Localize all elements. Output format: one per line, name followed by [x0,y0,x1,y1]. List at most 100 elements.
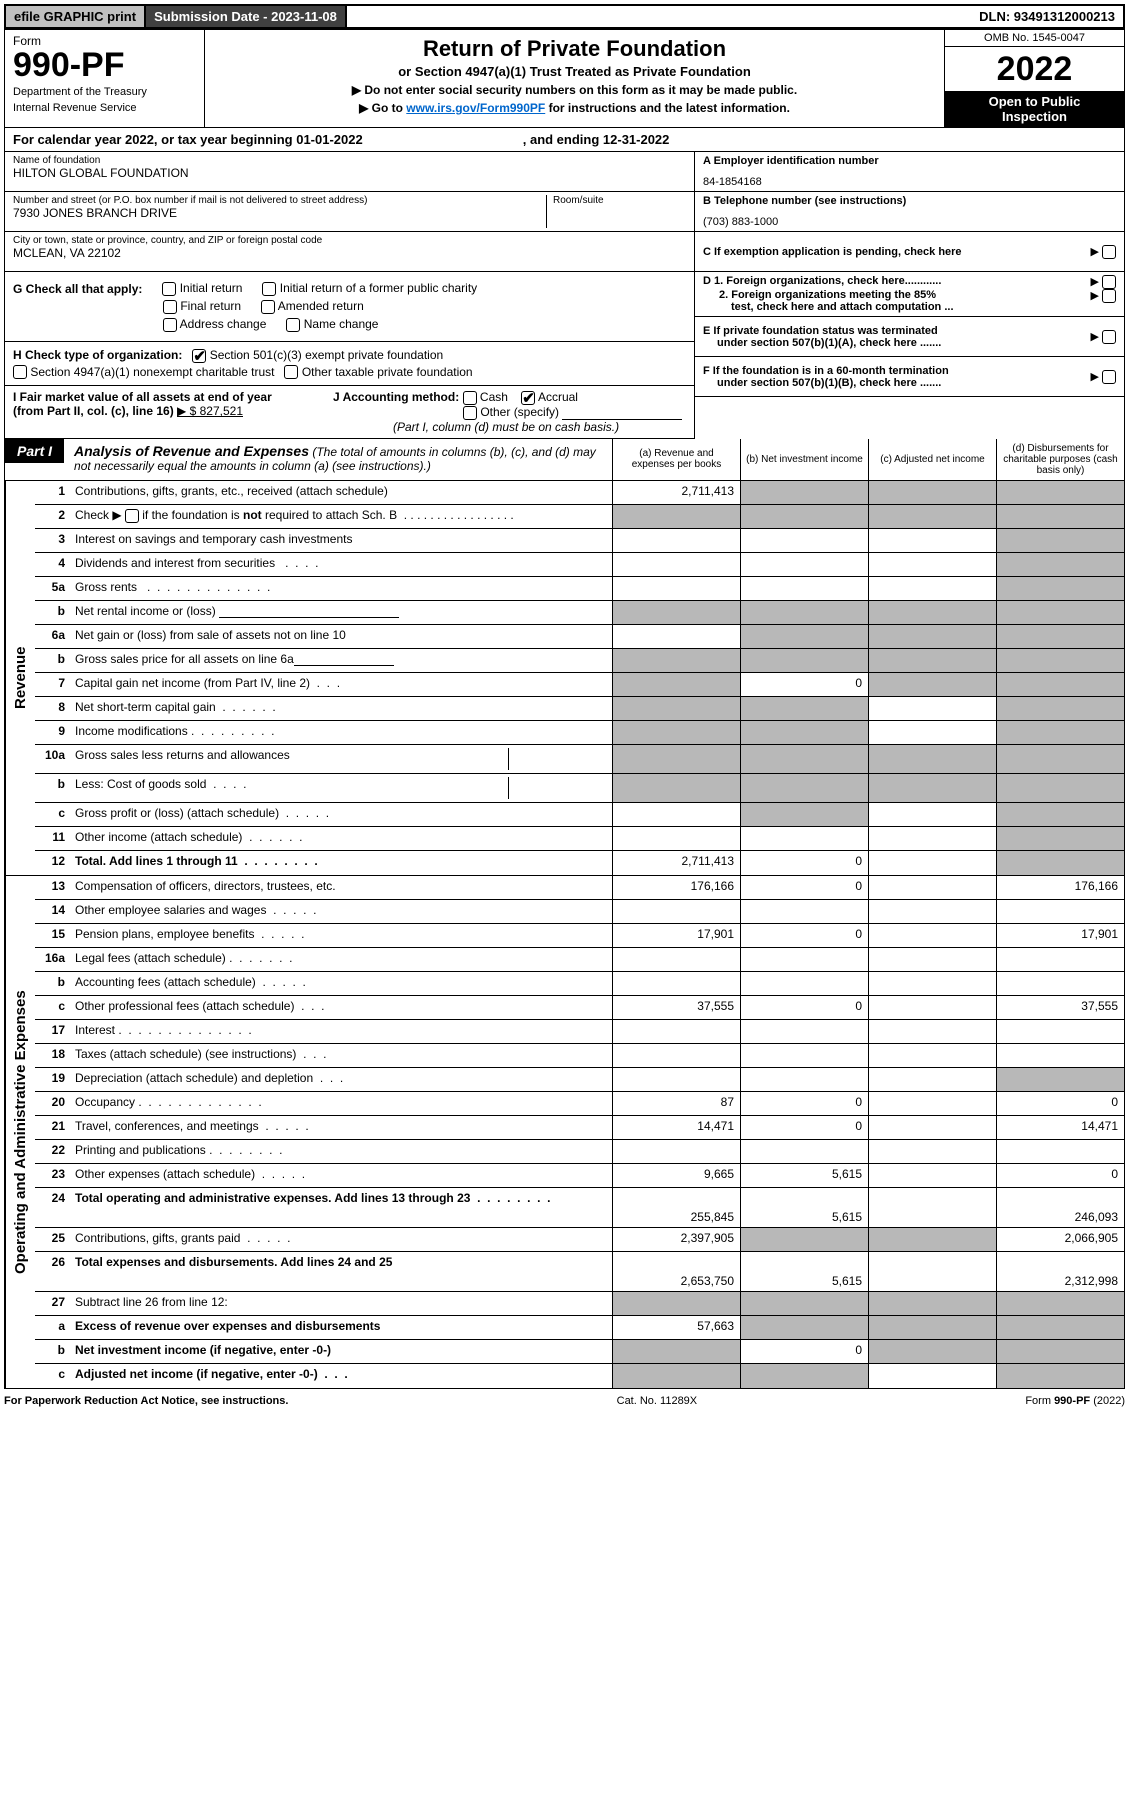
cell-7b: 0 [740,673,868,696]
instr-pre: ▶ Go to [359,101,406,115]
cell-26b: 5,615 [740,1252,868,1291]
row-4: 4Dividends and interest from securities … [35,553,1124,577]
ln-6b: b [35,649,71,672]
cell-10ab [740,745,868,773]
cell-4b [740,553,868,576]
col-b-header: (b) Net investment income [740,439,868,480]
row-12: 12Total. Add lines 1 through 11 . . . . … [35,851,1124,875]
ln-20: 20 [35,1092,71,1115]
ln-3: 3 [35,529,71,552]
ln-21: 21 [35,1116,71,1139]
desc-14: Other employee salaries and wages . . . … [71,900,612,923]
dept-treasury: Department of the Treasury [13,86,196,98]
expenses-side-label: Operating and Administrative Expenses [5,876,35,1388]
opt-501c3: Section 501(c)(3) exempt private foundat… [210,348,443,362]
row-3: 3Interest on savings and temporary cash … [35,529,1124,553]
checkbox-accrual[interactable] [521,391,535,405]
box-f: F If the foundation is in a 60-month ter… [695,357,1124,397]
cell-27cd [996,1364,1124,1388]
checkbox-address-change[interactable] [163,318,177,332]
cell-24d: 246,093 [996,1188,1124,1227]
revenue-side-label: Revenue [5,481,35,875]
row-13: 13Compensation of officers, directors, t… [35,876,1124,900]
checkbox-name-change[interactable] [286,318,300,332]
cell-14d [996,900,1124,923]
room-label: Room/suite [553,195,686,206]
checkbox-other-method[interactable] [463,406,477,420]
cell-20c [868,1092,996,1115]
checkbox-cash[interactable] [463,391,477,405]
cell-10bb [740,774,868,802]
header-center: Return of Private Foundation or Section … [205,30,944,127]
row-18: 18Taxes (attach schedule) (see instructi… [35,1044,1124,1068]
checkbox-501c3[interactable] [192,349,206,363]
desc-24: Total operating and administrative expen… [71,1188,612,1227]
row-19: 19Depreciation (attach schedule) and dep… [35,1068,1124,1092]
cell-15c [868,924,996,947]
cell-14a [612,900,740,923]
ln-5b: b [35,601,71,624]
ln-1: 1 [35,481,71,504]
row-16a: 16aLegal fees (attach schedule) . . . . … [35,948,1124,972]
c-label: C If exemption application is pending, c… [703,246,962,258]
checkbox-status-terminated[interactable] [1102,330,1116,344]
cell-12a: 2,711,413 [612,851,740,875]
opt-cash: Cash [480,390,508,404]
ein-value: 84-1854168 [703,176,762,188]
section-h: H Check type of organization: Section 50… [5,342,694,387]
ln-7: 7 [35,673,71,696]
h-label: H Check type of organization: [13,348,182,362]
desc-9: Income modifications . . . . . . . . . [71,721,612,744]
cell-18a [612,1044,740,1067]
cell-3d [996,529,1124,552]
opt-initial-return: Initial return [180,281,243,295]
row-23: 23Other expenses (attach schedule) . . .… [35,1164,1124,1188]
checkbox-sch-b[interactable] [125,509,139,523]
calyear-end: , and ending 12-31-2022 [523,132,670,147]
cell-2b [740,505,868,528]
cell-21b: 0 [740,1116,868,1139]
desc-6b: Gross sales price for all assets on line… [71,649,612,672]
desc-22: Printing and publications . . . . . . . … [71,1140,612,1163]
desc-27b: Net investment income (if negative, ente… [71,1340,612,1363]
cell-16ba [612,972,740,995]
cell-16cd: 37,555 [996,996,1124,1019]
cell-2d [996,505,1124,528]
form990pf-link[interactable]: www.irs.gov/Form990PF [406,101,545,115]
section-i: I Fair market value of all assets at end… [13,390,293,434]
checkbox-final-return[interactable] [163,300,177,314]
checkbox-initial-former[interactable] [262,282,276,296]
cell-15d: 17,901 [996,924,1124,947]
j-label: J Accounting method: [333,390,459,404]
row-25: 25Contributions, gifts, grants paid . . … [35,1228,1124,1252]
footer-left: For Paperwork Reduction Act Notice, see … [4,1395,288,1407]
ln-27a: a [35,1316,71,1339]
cell-2a [612,505,740,528]
form-title: Return of Private Foundation [225,36,924,62]
desc-17: Interest . . . . . . . . . . . . . . [71,1020,612,1043]
checkbox-exemption-pending[interactable] [1102,245,1116,259]
efile-print-button[interactable]: efile GRAPHIC print [6,6,146,27]
cell-5bb [740,601,868,624]
cell-27ad [996,1316,1124,1339]
cell-5aa [612,577,740,600]
checkbox-other-taxable[interactable] [284,365,298,379]
cell-18b [740,1044,868,1067]
cell-24a: 255,845 [612,1188,740,1227]
e-label1: E If private foundation status was termi… [703,325,941,337]
row-7: 7Capital gain net income (from Part IV, … [35,673,1124,697]
row-27: 27Subtract line 26 from line 12: [35,1292,1124,1316]
desc-21: Travel, conferences, and meetings . . . … [71,1116,612,1139]
checkbox-85pct-test[interactable] [1102,289,1116,303]
desc-8: Net short-term capital gain . . . . . . [71,697,612,720]
cell-11d [996,827,1124,850]
checkbox-60month[interactable] [1102,370,1116,384]
ln-4: 4 [35,553,71,576]
checkbox-foreign-org[interactable] [1102,275,1116,289]
cell-26d: 2,312,998 [996,1252,1124,1291]
checkbox-amended-return[interactable] [261,300,275,314]
checkbox-initial-return[interactable] [162,282,176,296]
ln-27c: c [35,1364,71,1388]
checkbox-4947a1[interactable] [13,365,27,379]
row-17: 17Interest . . . . . . . . . . . . . . [35,1020,1124,1044]
